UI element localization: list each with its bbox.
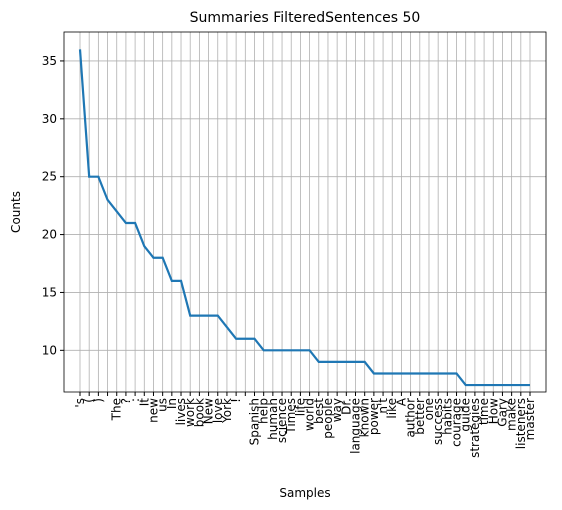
x-tick-label: strategies — [468, 398, 482, 458]
x-tick-label: listeners — [514, 398, 528, 449]
x-tick-label: guide — [459, 398, 473, 432]
x-tick-label: 's — [73, 398, 87, 408]
x-tick-label: like — [385, 398, 399, 419]
x-tick-label: The — [110, 398, 124, 421]
x-tick-label: way — [330, 398, 344, 422]
y-axis-label: Counts — [9, 191, 23, 233]
x-tick-label: It — [137, 398, 151, 407]
x-tick-label: lives — [174, 398, 188, 425]
x-tick-label: life — [293, 398, 307, 416]
x-tick-label: Spanish — [247, 398, 261, 445]
x-tick-label: success — [431, 398, 445, 445]
x-tick-label: science — [275, 398, 289, 443]
x-tick-label: n't — [376, 398, 390, 414]
x-tick-label: master — [523, 398, 537, 440]
x-tick-label: new — [146, 398, 160, 423]
y-tick-label: 10 — [42, 343, 57, 357]
x-axis-label: Samples — [279, 486, 330, 500]
x-tick-label: ! — [229, 398, 243, 403]
x-tick-label: one — [422, 398, 436, 420]
x-tick-label: power — [367, 398, 381, 435]
x-tick-label: How — [486, 398, 500, 424]
x-tick-label: ( — [82, 398, 96, 403]
x-tick-label: In — [165, 398, 179, 409]
x-tick-label: ) — [91, 398, 105, 403]
data-line — [78, 49, 530, 387]
y-tick-label: 35 — [42, 54, 57, 68]
x-tick-label: book — [192, 398, 206, 427]
chart-title: Summaries FilteredSentences 50 — [190, 10, 421, 26]
x-tick-label: Dr. — [339, 398, 353, 415]
x-tick-label: habits — [440, 398, 454, 435]
x-tick-label: known — [358, 398, 372, 437]
x-tick-label: human — [266, 398, 280, 440]
x-tick-label: make — [505, 398, 519, 431]
x-tick-label: ? — [119, 398, 133, 404]
y-tick-label: 15 — [42, 285, 57, 299]
plot-frame — [63, 31, 547, 393]
x-tick-label: York — [220, 398, 234, 424]
x-tick-label: love — [211, 398, 225, 423]
x-tick-label: work — [183, 398, 197, 427]
y-tick-label: 20 — [42, 228, 57, 242]
x-tick-label: courage — [450, 398, 464, 447]
x-tick-label: better — [413, 398, 427, 435]
y-tick-label: 30 — [42, 112, 57, 126]
x-tick-label: people — [321, 398, 335, 439]
x-tick-label: world — [303, 398, 317, 431]
x-tick-label: New — [202, 398, 216, 424]
x-tick-label: language — [349, 398, 363, 454]
x-tick-label: Gary — [495, 398, 509, 427]
x-tick-label: author — [404, 398, 418, 438]
x-tick-label: A — [394, 397, 408, 406]
x-tick-label: time — [477, 398, 491, 425]
x-tick-label: us — [156, 398, 170, 412]
x-tick-label: Times — [284, 398, 298, 435]
y-tick-label: 25 — [42, 170, 57, 184]
x-tick-label: : — [128, 398, 142, 402]
x-tick-label: best — [312, 398, 326, 424]
x-tick-label: help — [257, 398, 271, 424]
